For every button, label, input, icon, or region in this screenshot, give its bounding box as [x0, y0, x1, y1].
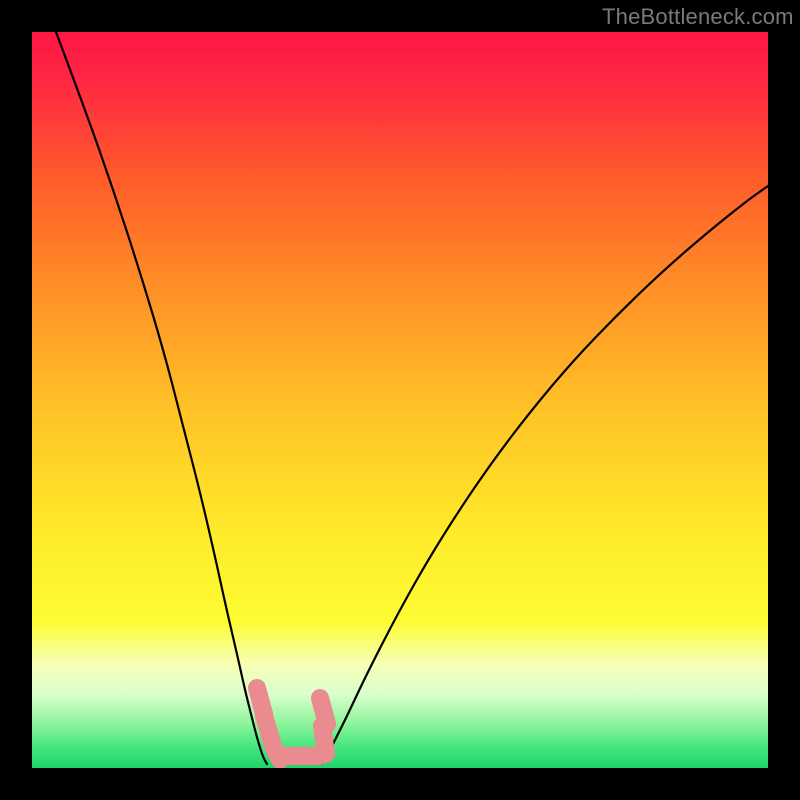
marker-segment	[322, 726, 326, 754]
watermark-text: TheBottleneck.com	[602, 4, 794, 30]
plot-area	[32, 32, 768, 768]
gradient-background	[32, 32, 768, 768]
chart-stage: TheBottleneck.com	[0, 0, 800, 800]
plot-svg	[32, 32, 768, 768]
